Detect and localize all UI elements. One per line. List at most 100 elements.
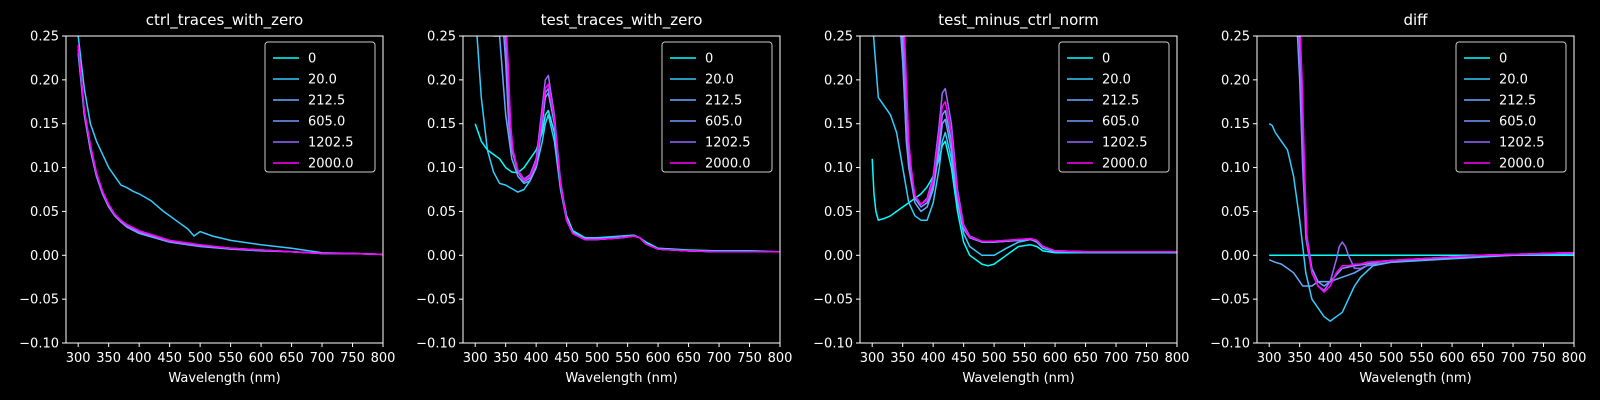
x-tick-label: 800 <box>371 351 396 366</box>
chart-title: diff <box>1403 11 1428 29</box>
y-tick-label: 0.05 <box>824 205 853 220</box>
y-tick-label: 0.05 <box>30 205 59 220</box>
x-tick-label: 550 <box>615 351 640 366</box>
y-tick-label: −0.10 <box>416 337 456 352</box>
x-tick-label: 350 <box>1287 351 1312 366</box>
x-tick-label: 750 <box>737 351 762 366</box>
x-tick-label: 700 <box>707 351 732 366</box>
y-tick-label: −0.10 <box>813 337 853 352</box>
series-line-20-0 <box>1268 123 1574 322</box>
x-tick-label: 300 <box>860 351 885 366</box>
legend-entry: 2000.0 <box>308 157 354 172</box>
legend-entry: 20.0 <box>1102 73 1131 88</box>
x-axis-label: Wavelength (nm) <box>565 371 677 386</box>
legend-box <box>1058 41 1170 173</box>
x-tick-label: 350 <box>493 351 518 366</box>
legend-entry: 605.0 <box>705 115 742 130</box>
legend-entry: 2000.0 <box>705 157 751 172</box>
legend-entry: 605.0 <box>1102 115 1139 130</box>
y-tick-label: −0.05 <box>813 293 853 308</box>
legend: 0 20.0 212.5 605.0 1202.5 2000.0 <box>1058 41 1170 173</box>
series-line-2000-0 <box>1299 36 1574 293</box>
y-tick-label: −0.10 <box>1210 337 1250 352</box>
x-tick-label: 650 <box>279 351 304 366</box>
legend: 0 20.0 212.5 605.0 1202.5 2000.0 <box>264 41 376 173</box>
plot-frame <box>1256 35 1575 344</box>
y-tick-label: −0.05 <box>1210 293 1250 308</box>
y-tick-label: 0.05 <box>427 205 456 220</box>
series-group <box>1268 36 1574 322</box>
x-tick-label: 450 <box>157 351 182 366</box>
legend-entry: 2000.0 <box>1499 157 1545 172</box>
x-tick-label: 600 <box>1043 351 1068 366</box>
legend-entry: 1202.5 <box>705 136 751 151</box>
legend-entry: 605.0 <box>1499 115 1536 130</box>
series-line-2000-0 <box>903 36 1177 253</box>
x-tick-label: 800 <box>768 351 793 366</box>
x-tick-label: 500 <box>585 351 610 366</box>
x-tick-label: 350 <box>96 351 121 366</box>
legend-entry: 0 <box>308 52 316 67</box>
y-tick-label: 0.25 <box>30 30 59 45</box>
y-tick-label: 0.25 <box>824 30 853 45</box>
chart-title: test_traces_with_zero <box>541 11 703 30</box>
y-tick-label: 0.20 <box>427 73 456 88</box>
series-group <box>77 36 383 256</box>
legend-entry: 0 <box>705 52 713 67</box>
y-tick-label: 0.10 <box>427 161 456 176</box>
legend-entry: 212.5 <box>1499 94 1536 109</box>
y-tick-label: −0.05 <box>19 293 59 308</box>
x-tick-label: 800 <box>1165 351 1190 366</box>
y-tick-label: 0.20 <box>824 73 853 88</box>
x-tick-label: 400 <box>524 351 549 366</box>
x-tick-label: 750 <box>1134 351 1159 366</box>
legend-box <box>1455 41 1567 173</box>
y-tick-label: 0.15 <box>30 117 59 132</box>
x-tick-label: 550 <box>218 351 243 366</box>
x-tick-label: 450 <box>554 351 579 366</box>
chart-panel: 300 350 400 450 500 550 600 650 700 750 800 −0.10 −0… <box>813 11 1189 386</box>
x-tick-label: 700 <box>1104 351 1129 366</box>
y-tick-label: 0.05 <box>1221 205 1250 220</box>
y-tick-label: 0.10 <box>30 161 59 176</box>
legend-entry: 0 <box>1102 52 1110 67</box>
x-tick-label: 400 <box>127 351 152 366</box>
chart-title: test_minus_ctrl_norm <box>938 11 1099 30</box>
x-tick-label: 300 <box>463 351 488 366</box>
legend-entry: 212.5 <box>1102 94 1139 109</box>
plot-frame <box>65 35 384 344</box>
x-axis-label: Wavelength (nm) <box>1359 371 1471 386</box>
y-tick-label: 0.20 <box>1221 73 1250 88</box>
series-group <box>474 36 780 253</box>
chart-panel: 300 350 400 450 500 550 600 650 700 750 800 −0.10 −0… <box>416 11 793 386</box>
y-tick-label: 0.00 <box>824 249 853 264</box>
x-tick-label: 500 <box>188 351 213 366</box>
x-tick-label: 600 <box>249 351 274 366</box>
y-tick-label: 0.25 <box>1221 30 1250 45</box>
y-tick-label: 0.00 <box>427 249 456 264</box>
x-tick-label: 500 <box>1379 351 1404 366</box>
y-tick-label: 0.15 <box>824 117 853 132</box>
x-tick-label: 600 <box>646 351 671 366</box>
x-tick-label: 550 <box>1012 351 1037 366</box>
y-tick-label: 0.20 <box>30 73 59 88</box>
y-tick-label: 0.15 <box>427 117 456 132</box>
legend-entry: 20.0 <box>1499 73 1528 88</box>
chart-panel: 300 350 400 450 500 550 600 650 700 750 800 −0.10 −0… <box>1210 11 1586 386</box>
series-line-20-0 <box>77 36 383 256</box>
x-tick-label: 450 <box>951 351 976 366</box>
legend-box <box>661 41 773 173</box>
x-axis-label: Wavelength (nm) <box>168 371 280 386</box>
y-tick-label: 0.10 <box>824 161 853 176</box>
legend: 0 20.0 212.5 605.0 1202.5 2000.0 <box>1455 41 1567 173</box>
x-tick-label: 400 <box>1318 351 1343 366</box>
x-tick-label: 750 <box>340 351 365 366</box>
x-tick-label: 700 <box>1501 351 1526 366</box>
legend-entry: 20.0 <box>308 73 337 88</box>
chart-title: ctrl_traces_with_zero <box>146 11 303 30</box>
y-tick-label: −0.05 <box>416 293 456 308</box>
y-tick-label: −0.10 <box>19 337 59 352</box>
x-axis-label: Wavelength (nm) <box>962 371 1074 386</box>
y-tick-label: 0.00 <box>30 249 59 264</box>
legend-entry: 212.5 <box>705 94 742 109</box>
